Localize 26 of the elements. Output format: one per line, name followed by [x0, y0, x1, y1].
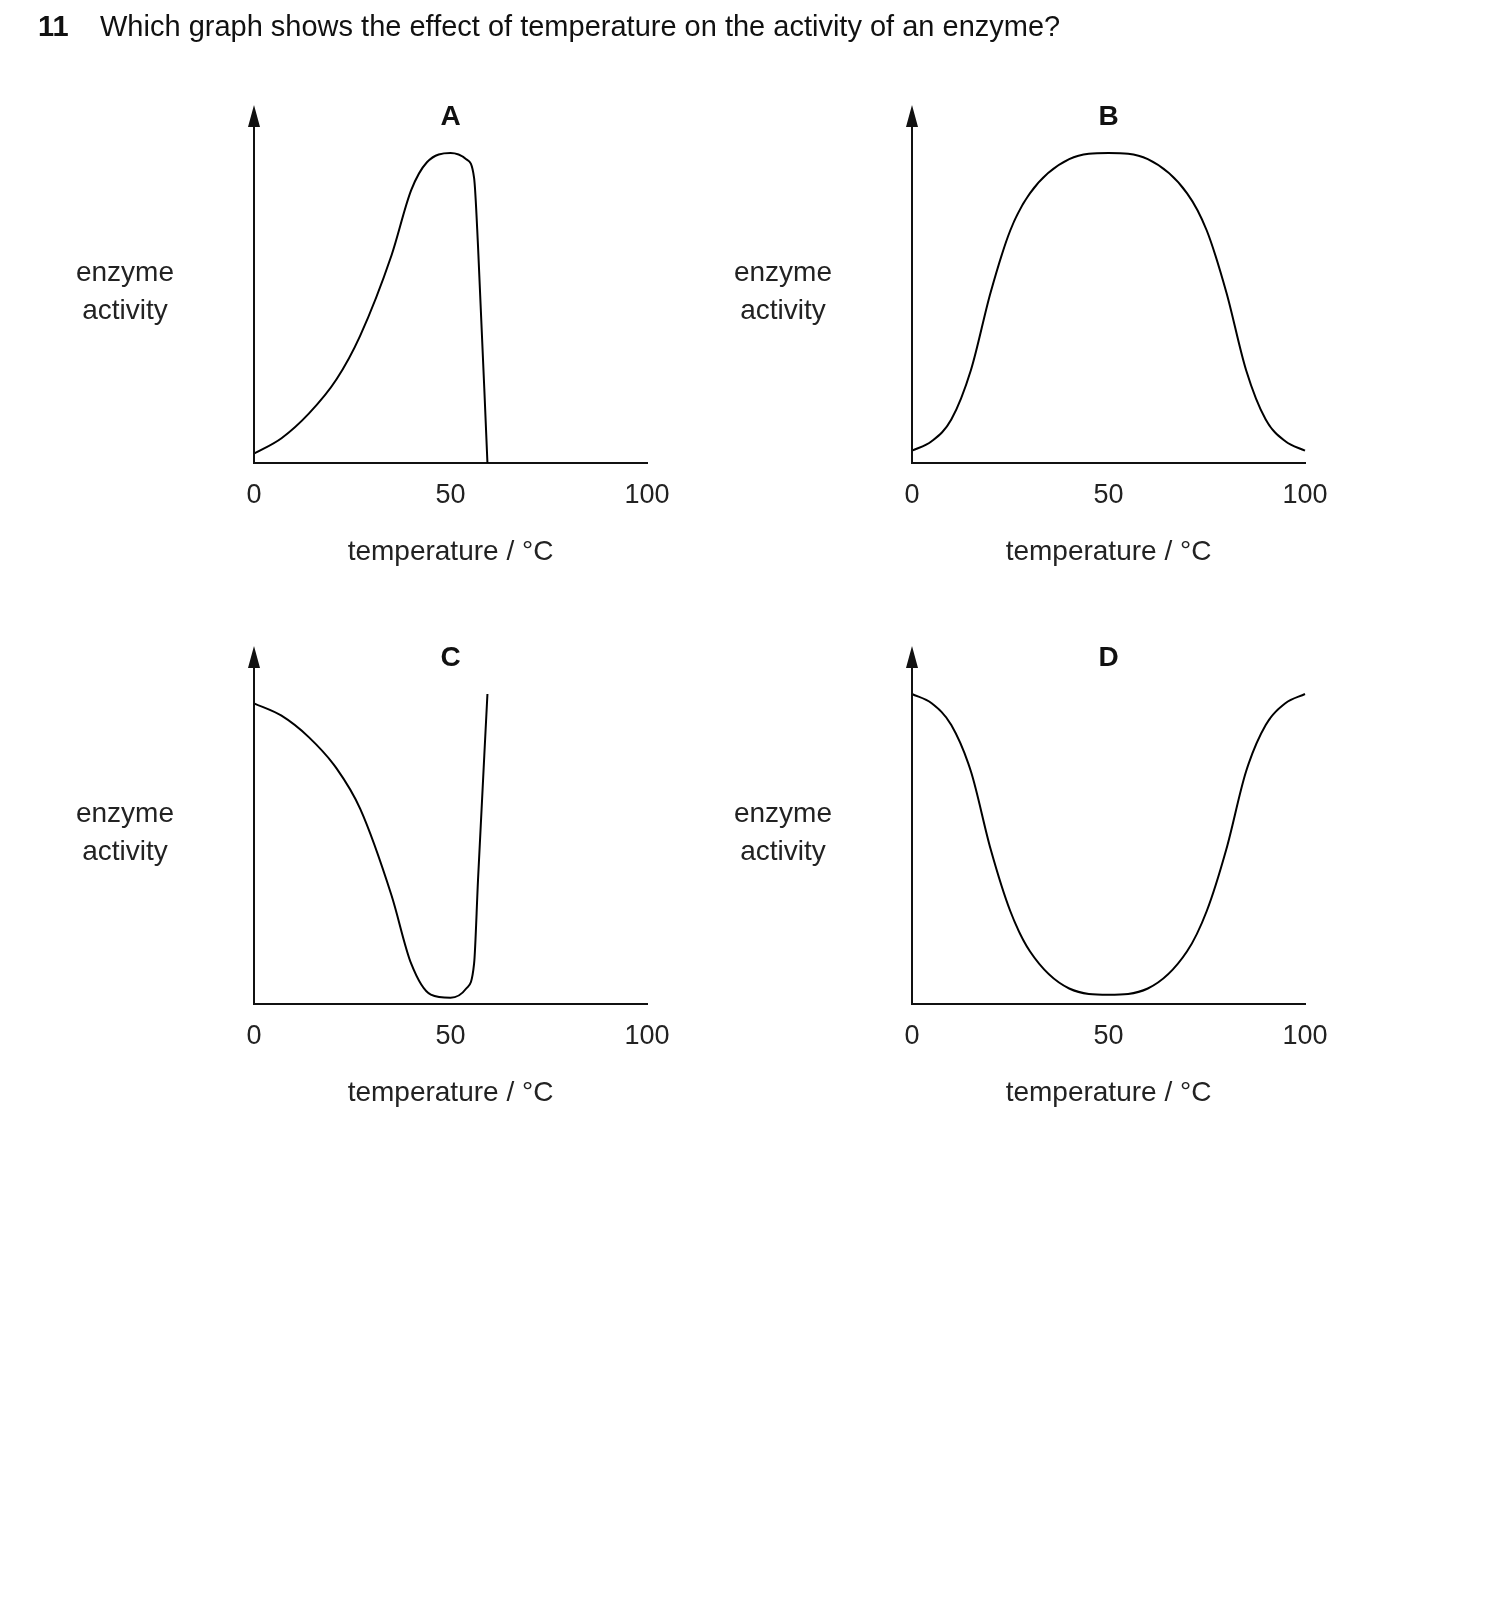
chart-title: D [1098, 640, 1119, 672]
x-tick-label: 50 [1093, 1019, 1124, 1050]
x-tick-label: 50 [1093, 478, 1124, 509]
x-axis-title: temperature / °C [347, 1075, 554, 1107]
text: Which graph shows the effect of temperature on the activity of an enzyme? [100, 10, 1061, 42]
x-axis-title: temperature / °C [347, 534, 554, 566]
chart-title: B [1098, 99, 1119, 131]
text: 11 [38, 10, 70, 43]
y-axis-title: enzyme activity [732, 255, 833, 327]
x-axis-title: temperature / °C [1005, 534, 1212, 566]
x-tick-label: 50 [435, 478, 466, 509]
y-axis-title: enzyme activity [74, 255, 175, 327]
x-tick-label: 100 [624, 1019, 670, 1050]
x-tick-label: 0 [904, 1019, 920, 1050]
x-tick-label: 0 [246, 1019, 262, 1050]
chart-title: A [440, 99, 461, 131]
y-axis-title: enzyme activity [732, 796, 833, 868]
x-tick-label: 100 [1282, 478, 1328, 509]
x-tick-label: 0 [246, 478, 262, 509]
chart-title: C [440, 640, 461, 672]
y-axis-title: enzyme activity [74, 796, 175, 868]
x-axis-title: temperature / °C [1005, 1075, 1212, 1107]
x-tick-label: 100 [624, 478, 670, 509]
x-tick-label: 0 [904, 478, 920, 509]
x-tick-label: 50 [435, 1019, 466, 1050]
x-tick-label: 100 [1282, 1019, 1328, 1050]
